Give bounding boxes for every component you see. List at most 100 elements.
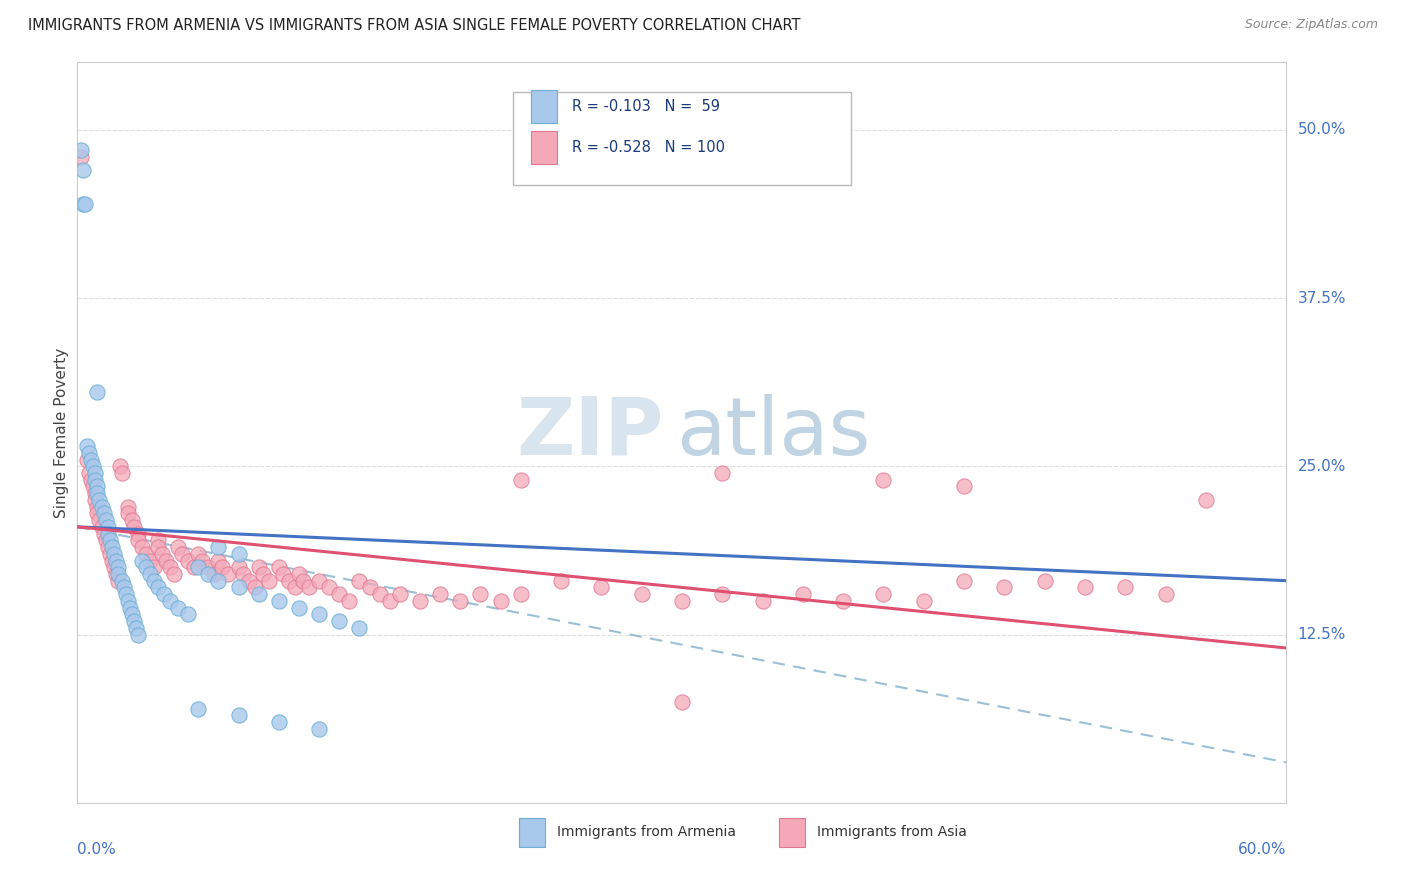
Text: 50.0%: 50.0%: [1298, 122, 1346, 137]
Point: [671, 695, 693, 709]
Point: [131, 553, 153, 567]
Point: [86, 507, 108, 521]
Point: [107, 574, 129, 588]
Text: 60.0%: 60.0%: [1239, 842, 1286, 856]
Point: [172, 547, 194, 561]
Text: 12.5%: 12.5%: [1298, 627, 1346, 642]
Text: ZIP: ZIP: [516, 393, 664, 472]
Point: [100, 553, 122, 567]
Point: [114, 587, 136, 601]
Point: [76, 452, 98, 467]
Point: [207, 574, 229, 588]
Text: Immigrants from Asia: Immigrants from Asia: [817, 825, 967, 839]
Point: [72, 196, 94, 211]
Point: [82, 479, 104, 493]
Text: R = -0.103   N =  59: R = -0.103 N = 59: [572, 99, 720, 114]
Point: [96, 520, 118, 534]
Point: [75, 196, 97, 211]
Point: [107, 566, 129, 581]
Point: [98, 533, 121, 548]
Point: [228, 547, 250, 561]
Point: [122, 614, 145, 628]
Point: [70, 143, 93, 157]
Point: [70, 150, 93, 164]
Point: [139, 553, 162, 567]
Point: [202, 566, 225, 581]
Point: [409, 594, 432, 608]
Point: [489, 594, 512, 608]
Point: [121, 607, 143, 622]
Point: [328, 614, 350, 628]
Point: [150, 547, 173, 561]
Point: [308, 722, 330, 736]
Bar: [779, 818, 806, 847]
Point: [832, 594, 855, 608]
Point: [127, 627, 149, 641]
Point: [630, 587, 652, 601]
Point: [86, 486, 108, 500]
Point: [247, 587, 270, 601]
Point: [470, 587, 492, 601]
Point: [79, 466, 101, 480]
Point: [155, 553, 177, 567]
Point: [187, 560, 209, 574]
Point: [953, 574, 976, 588]
Point: [207, 540, 229, 554]
Point: [118, 600, 141, 615]
Text: Source: ZipAtlas.com: Source: ZipAtlas.com: [1244, 18, 1378, 31]
Point: [90, 500, 112, 514]
Point: [197, 560, 219, 574]
Point: [1033, 574, 1056, 588]
Point: [711, 466, 734, 480]
Text: R = -0.528   N = 100: R = -0.528 N = 100: [572, 140, 725, 154]
Point: [96, 540, 118, 554]
Point: [243, 581, 266, 595]
Point: [127, 526, 149, 541]
Point: [93, 507, 115, 521]
Point: [104, 553, 127, 567]
Point: [80, 473, 103, 487]
Point: [292, 574, 315, 588]
Point: [98, 547, 121, 561]
Point: [117, 500, 139, 514]
Point: [146, 533, 169, 548]
Point: [142, 574, 165, 588]
Y-axis label: Single Female Poverty: Single Female Poverty: [53, 348, 69, 517]
Point: [103, 560, 125, 574]
Point: [378, 594, 401, 608]
Point: [94, 513, 117, 527]
Point: [167, 540, 190, 554]
Point: [84, 492, 107, 507]
Point: [84, 466, 107, 480]
Text: Immigrants from Armenia: Immigrants from Armenia: [557, 825, 737, 839]
Point: [550, 574, 572, 588]
Point: [183, 560, 205, 574]
Point: [218, 566, 240, 581]
Point: [872, 587, 894, 601]
Bar: [531, 130, 557, 164]
Point: [288, 600, 311, 615]
Point: [267, 594, 290, 608]
Point: [111, 574, 134, 588]
Point: [509, 587, 531, 601]
Text: IMMIGRANTS FROM ARMENIA VS IMMIGRANTS FROM ASIA SINGLE FEMALE POVERTY CORRELATIO: IMMIGRANTS FROM ARMENIA VS IMMIGRANTS FR…: [28, 18, 800, 33]
Point: [187, 547, 209, 561]
Point: [349, 574, 371, 588]
Point: [509, 473, 531, 487]
Point: [103, 547, 125, 561]
Point: [207, 553, 229, 567]
Point: [318, 581, 340, 595]
Point: [308, 574, 330, 588]
Point: [153, 587, 176, 601]
Point: [288, 566, 311, 581]
Point: [228, 581, 250, 595]
Point: [177, 553, 200, 567]
Point: [135, 560, 157, 574]
Point: [72, 163, 94, 178]
Point: [1114, 581, 1136, 595]
Point: [127, 533, 149, 548]
Point: [298, 581, 321, 595]
Point: [76, 439, 98, 453]
FancyBboxPatch shape: [513, 92, 851, 185]
Point: [94, 533, 117, 548]
